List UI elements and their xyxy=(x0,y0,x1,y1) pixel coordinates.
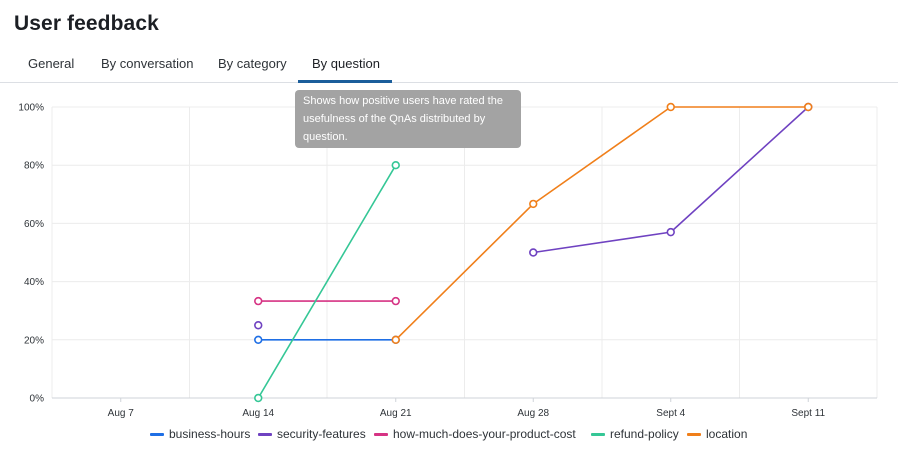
legend-label: how-much-does-your-product-cost xyxy=(393,427,576,441)
info-tooltip: Shows how positive users have rated the … xyxy=(295,90,521,148)
y-tick-label: 0% xyxy=(30,394,45,405)
tab-bar: General By conversation By category By q… xyxy=(0,50,898,83)
legend-swatch xyxy=(258,432,272,436)
active-tab-indicator xyxy=(298,80,392,83)
legend-item-refund-policy[interactable]: refund-policy xyxy=(591,427,679,441)
data-point-business-hours xyxy=(254,335,263,344)
series-line-security-features xyxy=(669,106,810,233)
x-tick-label: Aug 14 xyxy=(242,408,274,419)
data-point-security-features xyxy=(254,321,263,330)
legend-item-how-much-does-your-product-cost[interactable]: how-much-does-your-product-cost xyxy=(374,427,576,441)
legend-swatch xyxy=(687,432,701,436)
legend-item-security-features[interactable]: security-features xyxy=(258,427,366,441)
y-tick-label: 80% xyxy=(24,161,44,172)
x-tick-label: Aug 28 xyxy=(517,408,549,419)
legend-label: security-features xyxy=(277,427,366,441)
x-tick-label: Aug 7 xyxy=(108,408,135,419)
series-line-security-features xyxy=(532,231,672,254)
tab-by-conversation[interactable]: By conversation xyxy=(101,56,194,71)
data-point-location xyxy=(529,199,538,209)
y-tick-label: 40% xyxy=(24,277,44,288)
data-point-security-features xyxy=(529,248,538,257)
series-line-location xyxy=(394,203,535,341)
data-point-location xyxy=(804,102,813,112)
legend-label: business-hours xyxy=(169,427,251,441)
data-point-location xyxy=(666,102,675,112)
x-tick-label: Sept 11 xyxy=(791,408,825,419)
tab-by-category[interactable]: By category xyxy=(218,56,287,71)
data-point-how-much-does-your-product-cost xyxy=(391,296,400,306)
data-point-refund-policy xyxy=(391,161,400,170)
legend-label: refund-policy xyxy=(610,427,679,441)
legend-item-business-hours[interactable]: business-hours xyxy=(150,427,250,441)
y-tick-label: 20% xyxy=(24,335,44,346)
x-tick-label: Aug 21 xyxy=(380,408,412,419)
series-line-location xyxy=(532,106,672,205)
data-point-security-features xyxy=(666,227,675,237)
series-line-refund-policy xyxy=(257,164,397,399)
legend-item-location[interactable]: location xyxy=(687,427,747,441)
legend-swatch xyxy=(150,432,164,436)
x-tick-label: Sept 4 xyxy=(656,408,685,419)
legend-swatch xyxy=(374,432,388,436)
data-point-refund-policy xyxy=(254,393,263,403)
legend-label: location xyxy=(706,427,748,441)
y-tick-label: 100% xyxy=(18,103,44,114)
legend-swatch xyxy=(591,432,605,436)
tab-by-question[interactable]: By question xyxy=(312,56,380,71)
tab-general[interactable]: General xyxy=(28,56,75,71)
page-title: User feedback xyxy=(14,12,159,35)
y-tick-label: 60% xyxy=(24,219,44,230)
data-point-location xyxy=(391,335,400,344)
data-point-how-much-does-your-product-cost xyxy=(254,296,263,306)
